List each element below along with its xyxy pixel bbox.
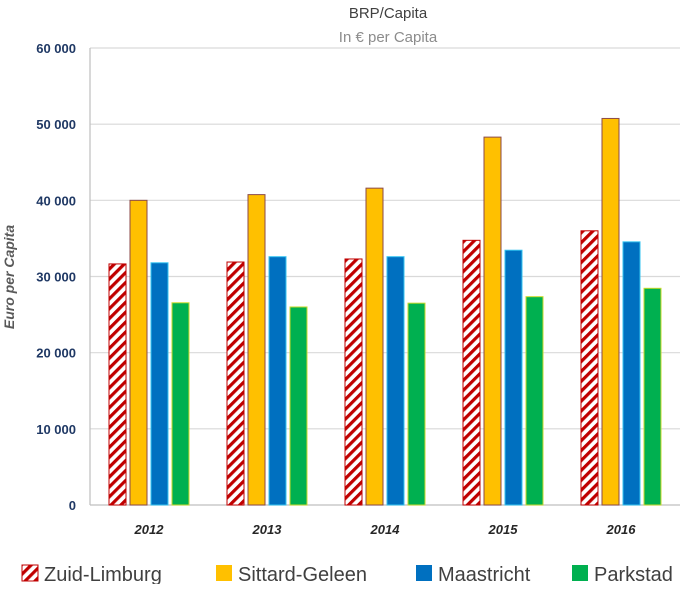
y-tick-label: 50 000 (36, 117, 76, 132)
bar-zuid-limburg-2012 (108, 263, 127, 506)
bar-maastricht-2015 (504, 249, 523, 506)
chart-title: BRP/Capita (349, 5, 428, 22)
bar-parkstad-2016 (643, 287, 662, 506)
bar-sittard-geleen-2012 (129, 199, 148, 506)
legend-label: Sittard-Geleen (238, 564, 367, 584)
legend-swatch (416, 565, 432, 581)
bar-zuid-limburg-2013 (226, 261, 245, 506)
legend-item-parkstad: Parkstad (572, 564, 673, 586)
bar-sittard-geleen-2015 (483, 136, 502, 506)
bar-maastricht-2013 (268, 256, 287, 506)
x-tick-label: 2015 (488, 522, 519, 537)
legend-swatch (216, 565, 232, 581)
bar-maastricht-2014 (386, 256, 405, 506)
y-tick-label: 10 000 (36, 422, 76, 437)
y-tick-label: 40 000 (36, 193, 76, 208)
bar-sittard-geleen-2013 (247, 194, 266, 506)
legend-label: Parkstad (594, 564, 673, 584)
x-tick-label: 2014 (370, 522, 401, 537)
y-tick-label: 0 (69, 498, 76, 513)
bar-zuid-limburg-2015 (462, 239, 481, 506)
legend-swatch (21, 564, 39, 582)
legend-item-maastricht: Maastricht (416, 564, 531, 586)
legend-item-sittard-geleen: Sittard-Geleen (216, 564, 367, 586)
legend-item-zuid-limburg: Zuid-Limburg (21, 564, 162, 586)
bar-maastricht-2016 (622, 241, 641, 506)
bar-parkstad-2014 (407, 302, 426, 506)
legend-swatch (572, 565, 588, 581)
y-tick-label: 60 000 (36, 41, 76, 56)
x-tick-label: 2013 (252, 522, 283, 537)
bar-parkstad-2013 (289, 306, 308, 506)
y-axis-label: Euro per Capita (1, 225, 17, 329)
legend-label: Zuid-Limburg (44, 564, 162, 584)
bar-zuid-limburg-2016 (580, 230, 599, 506)
chart-subtitle: In € per Capita (339, 29, 438, 46)
legend-label: Maastricht (438, 564, 531, 584)
y-tick-label: 30 000 (36, 270, 76, 285)
bar-sittard-geleen-2016 (601, 117, 620, 506)
bar-parkstad-2015 (525, 296, 544, 506)
bar-maastricht-2012 (150, 262, 169, 506)
x-tick-label: 2016 (606, 522, 637, 537)
bar-sittard-geleen-2014 (365, 187, 384, 506)
x-tick-label: 2012 (134, 522, 165, 537)
y-tick-label: 20 000 (36, 346, 76, 361)
bar-parkstad-2012 (171, 302, 190, 506)
bar-zuid-limburg-2014 (344, 258, 363, 506)
